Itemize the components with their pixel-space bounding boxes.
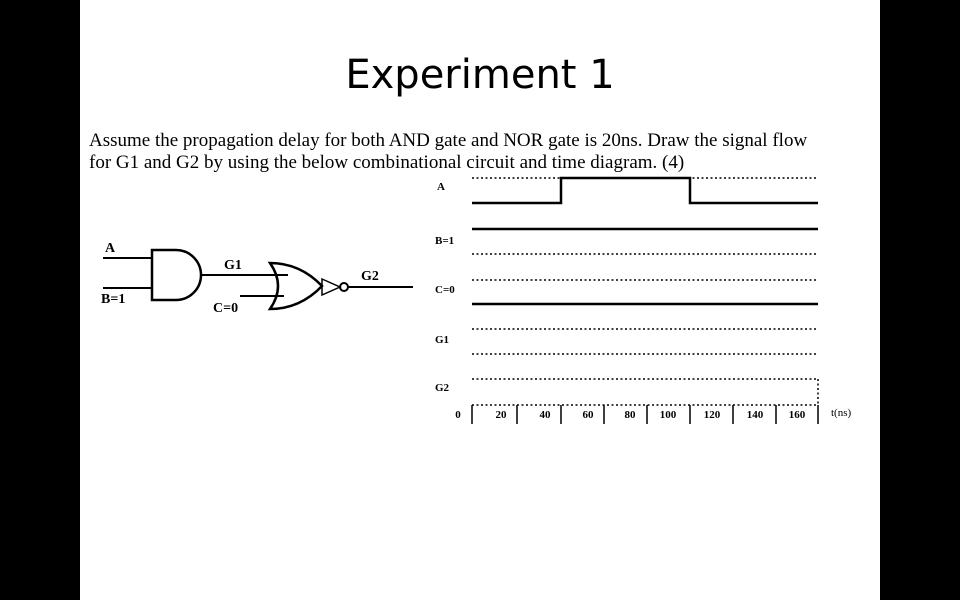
- waveform-a: [472, 176, 818, 205]
- problem-text-line-2: for G1 and G2 by using the below combina…: [89, 152, 685, 173]
- time-label-160: 160: [789, 409, 806, 421]
- and-gate-shape: [150, 248, 203, 302]
- nor-output-triangle: [321, 277, 342, 297]
- time-label-40: 40: [540, 409, 552, 421]
- signal-label-c: C=0: [435, 284, 455, 296]
- logic-circuit: [103, 248, 413, 311]
- signal-label-a: A: [437, 181, 445, 193]
- signal-label-b: B=1: [435, 235, 454, 247]
- time-axis-ticks: [471, 405, 819, 424]
- slide-background: [80, 0, 880, 600]
- label-input-c: C=0: [213, 301, 238, 316]
- label-g2: G2: [361, 269, 379, 284]
- signal-label-g1: G1: [435, 334, 449, 346]
- time-label-20: 20: [496, 409, 508, 421]
- timing-diagram: A B=1 C=0 G1 G2 0 20 40 60 80 100 120 14…: [435, 176, 852, 424]
- time-label-140: 140: [747, 409, 764, 421]
- label-input-a: A: [105, 241, 116, 256]
- problem-text: Assume the propagation delay for both AN…: [89, 130, 889, 174]
- time-axis-unit: t(ns): [831, 407, 852, 419]
- time-label-120: 120: [704, 409, 721, 421]
- problem-text-line-1: Assume the propagation delay for both AN…: [89, 130, 808, 151]
- time-label-60: 60: [583, 409, 595, 421]
- slide-title: Experiment 1: [345, 52, 615, 98]
- time-label-0: 0: [455, 409, 461, 421]
- time-label-100: 100: [660, 409, 677, 421]
- time-label-80: 80: [625, 409, 637, 421]
- signal-label-g2: G2: [435, 382, 450, 394]
- nor-gate-shape: [267, 261, 324, 311]
- label-g1: G1: [224, 258, 242, 273]
- label-input-b: B=1: [101, 292, 125, 307]
- timing-grid-dotted: [472, 177, 819, 406]
